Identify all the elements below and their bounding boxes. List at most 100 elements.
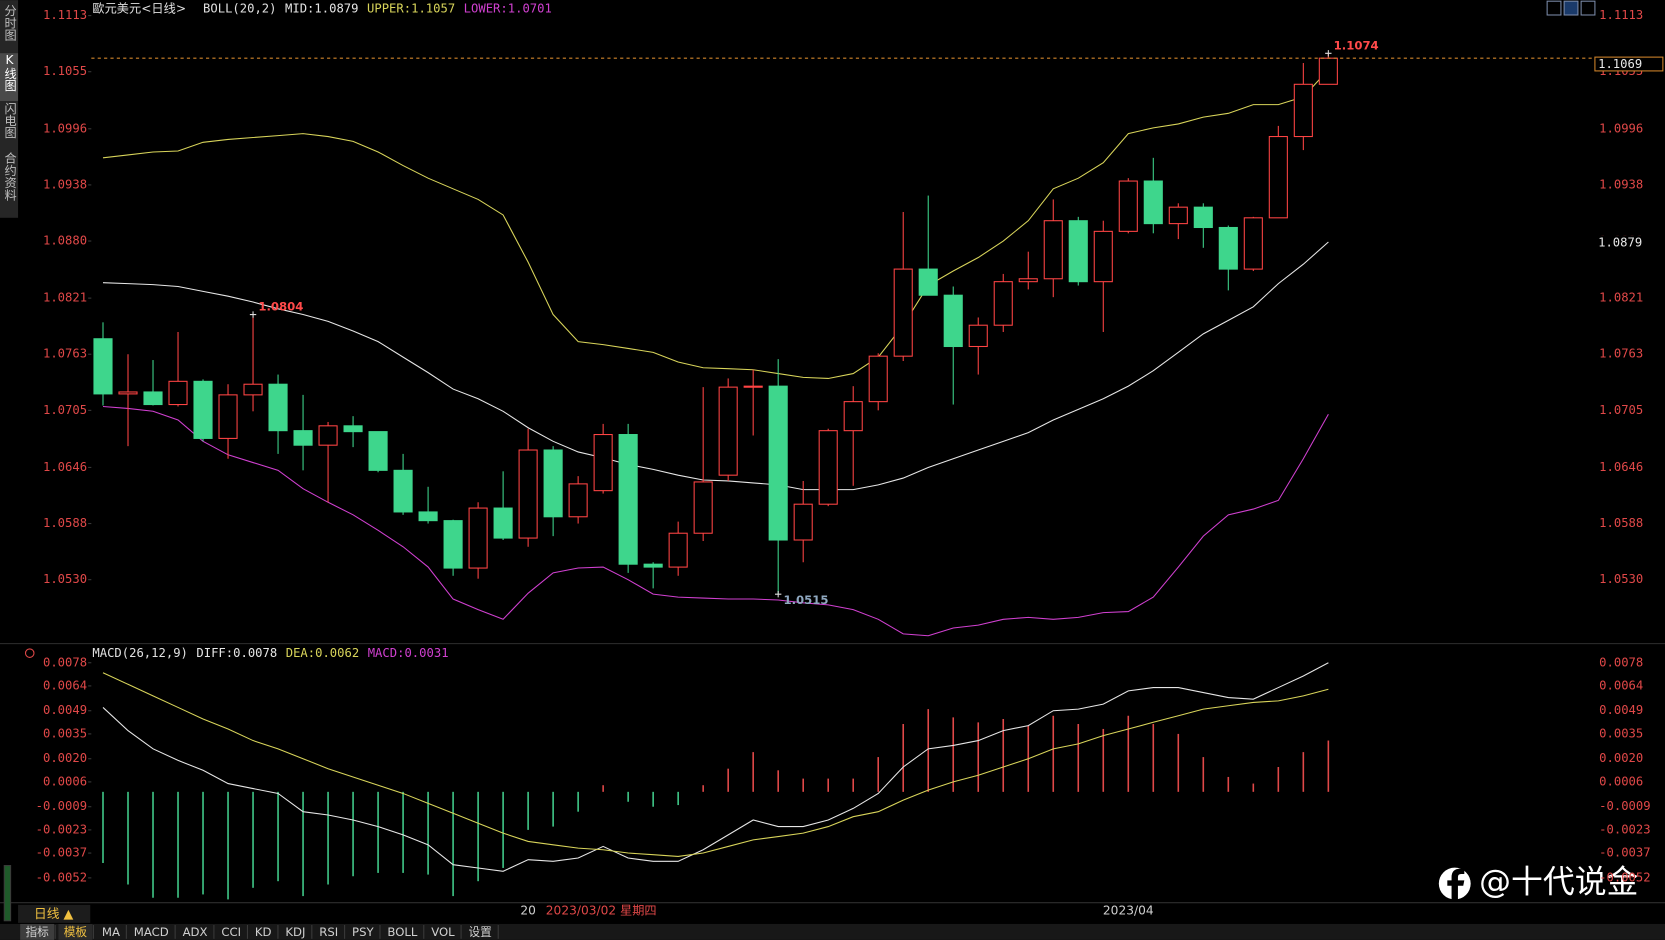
toolbar-button[interactable]: MA: [102, 925, 120, 939]
candle-body: [418, 511, 438, 522]
y-tick-label: 1.0588: [43, 516, 87, 530]
candle-body: [1193, 206, 1213, 229]
y-tick-label-right: 1.0938: [1599, 177, 1643, 191]
y-tick-label-right: 1.0530: [1599, 572, 1643, 586]
y-tick-label-right: 1.1113: [1599, 8, 1643, 22]
toolbar-button[interactable]: ADX: [183, 925, 208, 939]
annotation-marker: [1325, 50, 1332, 57]
sidebar-tab[interactable]: K线图: [3, 53, 17, 91]
legend-value: 1.1057: [411, 1, 455, 15]
candle-body: [318, 425, 338, 446]
candle-body: [643, 563, 663, 568]
x-tick-label: 2023/04: [1103, 904, 1154, 918]
annotation-marker: [249, 311, 257, 318]
annotation: 1.0804: [258, 300, 303, 314]
toolbar-button[interactable]: MACD: [134, 925, 169, 939]
legend-value: 1.0701: [508, 1, 552, 15]
boll-line: [102, 69, 1329, 380]
candle-body: [1293, 83, 1313, 138]
candle-body: [1018, 278, 1038, 283]
chart-title: 歐元美元<日线>: [92, 0, 186, 15]
y-tick-label: -0.0023: [36, 822, 87, 836]
candle-body: [943, 294, 963, 348]
y-tick-label-right: -0.0009: [1599, 799, 1650, 813]
y-tick-label: 1.1055: [43, 64, 87, 78]
candle-body: [118, 391, 138, 395]
mid-box: [1594, 235, 1663, 250]
toolbar-item: 设置: [469, 925, 499, 939]
candle-body: [843, 401, 863, 432]
candle-body: [868, 355, 888, 403]
toolbar: [0, 923, 1665, 940]
boll-line: [102, 405, 1329, 637]
toolbar-button[interactable]: 设置: [469, 925, 493, 939]
legend-label: DEA:: [286, 646, 315, 660]
y-tick-label-right: -0.0037: [1599, 846, 1650, 860]
sidebar-tab[interactable]: 合约资料: [3, 151, 17, 201]
candle-body: [1093, 230, 1113, 283]
y-tick-label: 0.0006: [43, 774, 87, 788]
candle-body: [593, 434, 613, 492]
window-icon[interactable]: [1580, 0, 1596, 16]
candle-body: [743, 385, 763, 388]
candle-body: [718, 386, 738, 476]
candle-body: [93, 338, 113, 395]
window-icon[interactable]: [1546, 0, 1562, 16]
chart-header: 歐元美元<日线> BOLL(20,2) MID:1.0879 UPPER:1.1057…: [92, 0, 551, 15]
period-box[interactable]: [18, 904, 91, 923]
candle-body: [1243, 217, 1263, 270]
candle-body: [1143, 180, 1163, 225]
candle-body: [143, 391, 163, 406]
toolbar-button[interactable]: KDJ: [285, 925, 305, 939]
candle-body: [1118, 180, 1138, 232]
toolbar-button[interactable]: RSI: [319, 925, 338, 939]
y-tick-label-right: 0.0049: [1599, 703, 1643, 717]
y-tick-label: 1.0821: [43, 291, 87, 305]
toolbar-item: PSY: [352, 925, 381, 939]
y-tick-label: 1.0996: [43, 121, 87, 135]
candle-body: [468, 507, 488, 569]
toolbar-item-bg: [58, 923, 93, 940]
x-tick-label: 20: [520, 904, 536, 918]
candle-body: [918, 268, 938, 296]
toolbar-button[interactable]: 模板: [64, 925, 88, 939]
candle-body: [793, 503, 813, 541]
toolbar-button[interactable]: VOL: [431, 925, 455, 939]
period-label[interactable]: 日线 ▲: [34, 907, 74, 922]
y-tick-label-right: 1.0996: [1599, 121, 1643, 135]
toolbar-button[interactable]: 指标: [25, 925, 49, 939]
y-tick-label: 1.0880: [43, 234, 87, 248]
panel-icon[interactable]: [24, 648, 35, 658]
candle-body: [168, 380, 188, 406]
candle-body: [1218, 226, 1238, 270]
toolbar-item: KD: [255, 925, 279, 939]
y-tick-label: 0.0078: [43, 655, 87, 669]
candle-body: [693, 481, 713, 534]
macd-header: MACD(26,12,9) DIFF:0.0078 DEA:0.0062 MACD:0…: [92, 646, 448, 660]
y-tick-label-right: 0.0078: [1599, 655, 1643, 669]
toolbar-item: RSI: [319, 925, 346, 939]
annotation-marker: [775, 590, 782, 598]
legend-label: MACD:: [368, 646, 405, 660]
candle-body: [368, 431, 388, 471]
price-box: [1594, 56, 1664, 72]
candle-body: [1043, 220, 1063, 280]
toolbar-button[interactable]: PSY: [352, 925, 374, 939]
y-tick-label: 1.0530: [43, 572, 87, 586]
toolbar-button[interactable]: BOLL: [387, 925, 417, 939]
sidebar-tab[interactable]: 闪电图: [3, 102, 17, 139]
window-icon[interactable]: [1563, 0, 1579, 16]
toolbar-button[interactable]: KD: [255, 925, 272, 939]
toolbar-item: KDJ: [285, 925, 313, 939]
y-tick-label-right: -0.0023: [1599, 822, 1650, 836]
sidebar-tab[interactable]: 分时图: [3, 4, 17, 41]
legend-label: DIFF:: [196, 646, 233, 660]
y-tick-label: 1.0646: [43, 460, 87, 474]
indicator-name: BOLL(20,2): [203, 1, 276, 15]
toolbar-button[interactable]: CCI: [221, 925, 241, 939]
y-tick-label-right: 1.0763: [1599, 347, 1643, 361]
mid-box-label: 1.0879: [1598, 236, 1642, 250]
toolbar-item: MA: [102, 925, 127, 939]
macd-line: [102, 662, 1329, 872]
candle-body: [893, 268, 913, 357]
